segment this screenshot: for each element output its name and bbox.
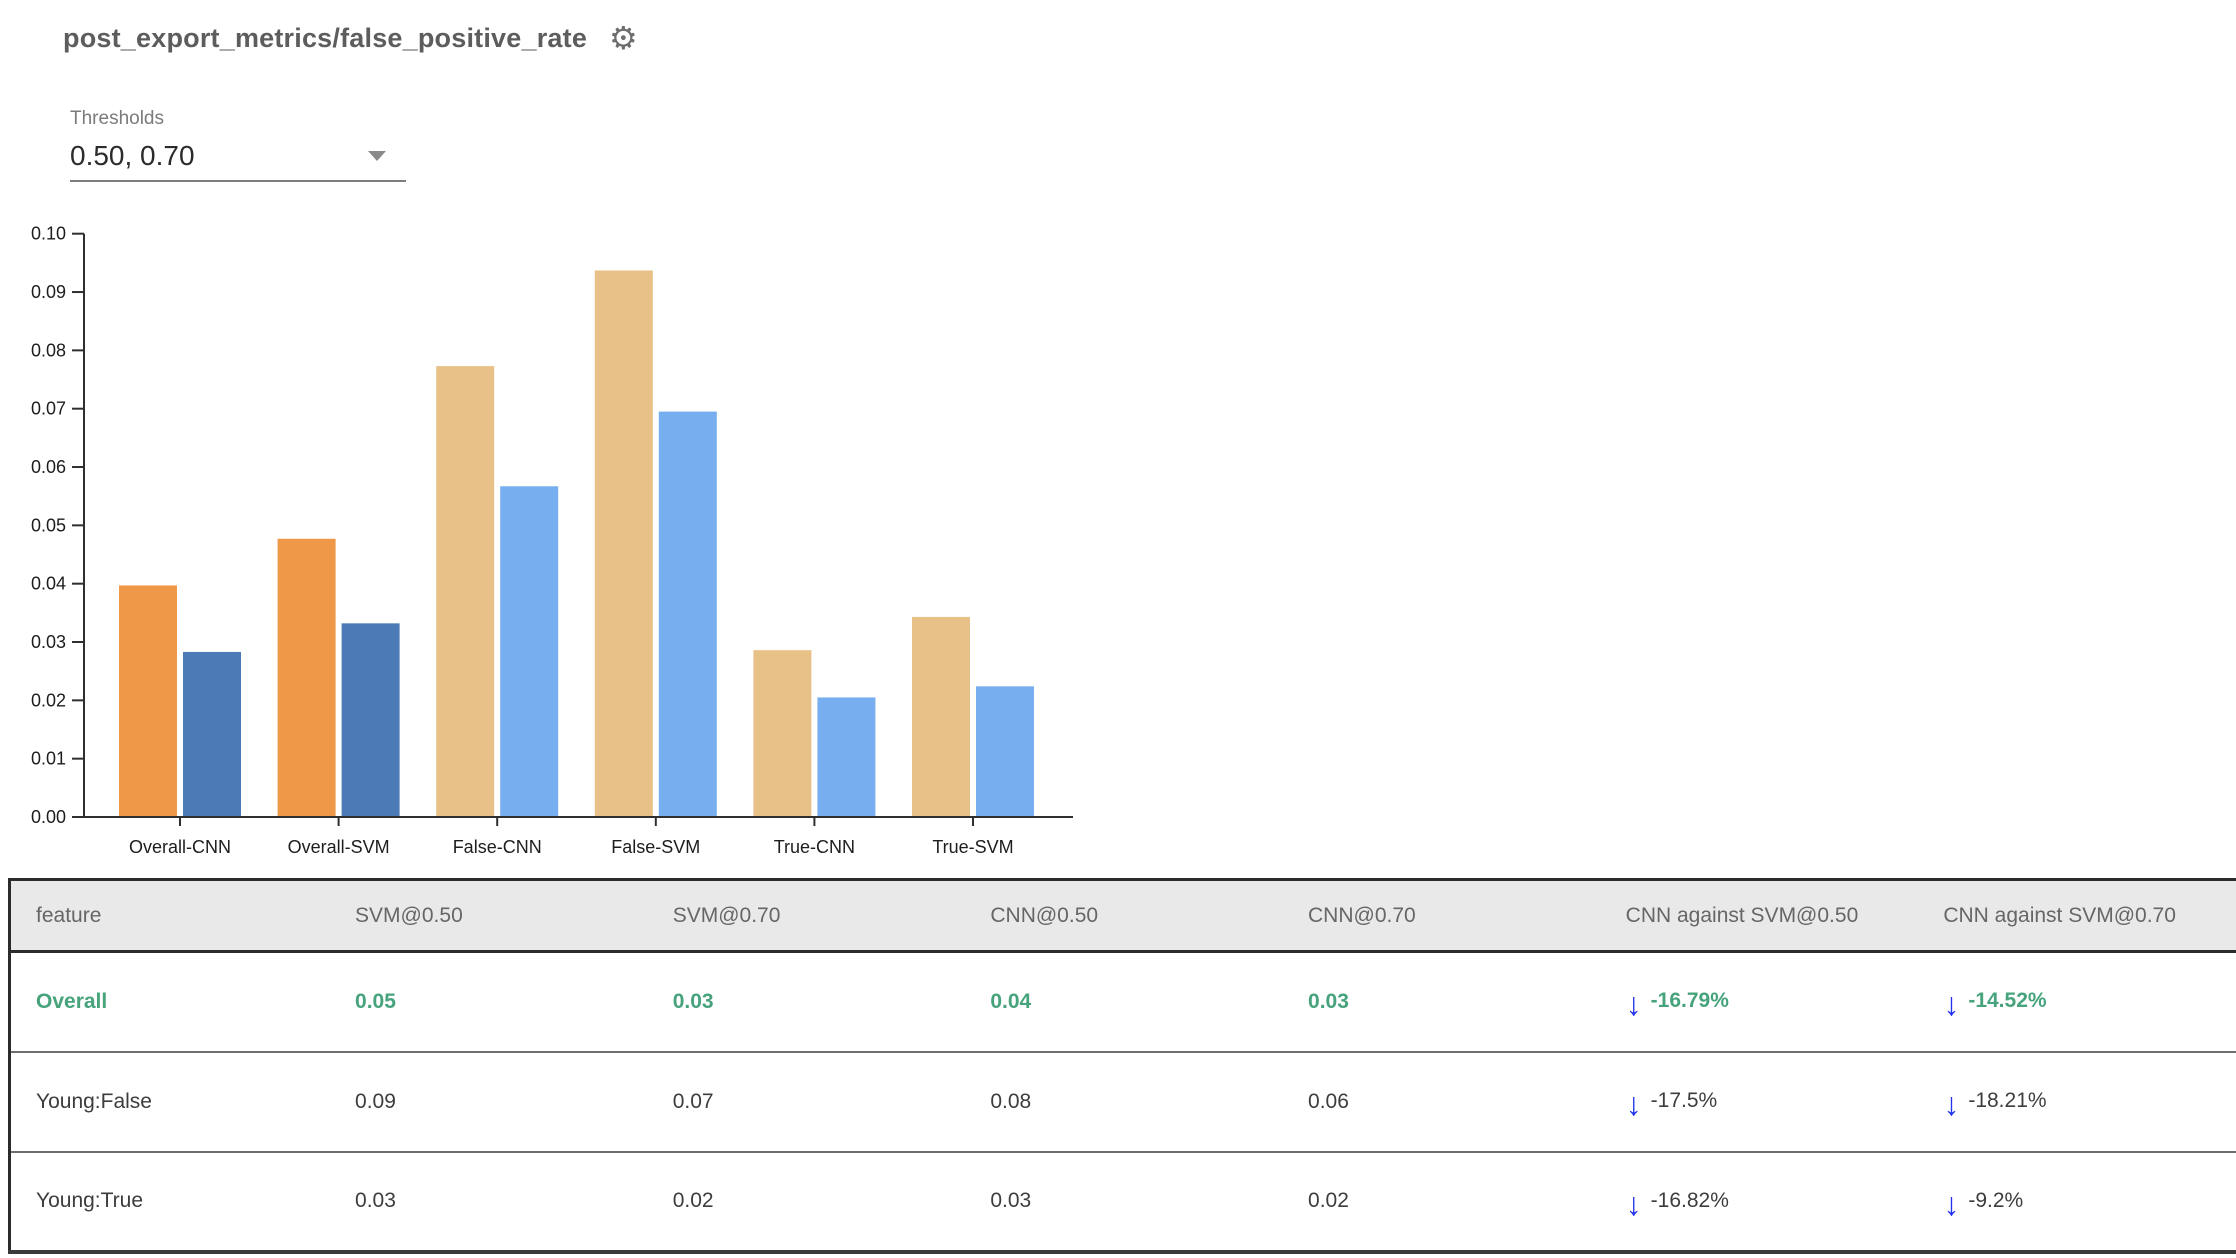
column-header-cnn-0-70: CNN@0.70 — [1283, 879, 1601, 953]
column-header-feature: feature — [9, 879, 331, 953]
y-tick-label: 0.05 — [31, 515, 66, 535]
value-cell-svm-0-70: 0.02 — [672, 1189, 714, 1212]
comparison-cell-cnn-against-svm-0-50: ↓ -16.82% — [1601, 1152, 1919, 1252]
y-tick-label: 0.06 — [31, 457, 66, 477]
value-cell-svm-0-50: 0.03 — [355, 1189, 396, 1212]
feature-cell: Overall — [36, 989, 108, 1013]
table-row-young-true: Young:True 0.03 0.02 0.03 0.02 ↓ -16.82% ↓ -9.2% — [9, 1151, 2236, 1252]
column-header-cnn-0-50: CNN@0.50 — [965, 879, 1284, 953]
bar-True-CNN-threshold0.50[interactable] — [753, 650, 812, 817]
value-cell-cnn-0-70: 0.06 — [1308, 1089, 1349, 1113]
metrics-table-container: feature SVM@0.50 SVM@0.70 CNN@0.50 CNN@0.70 C… — [8, 878, 2236, 1254]
bar-True-CNN-threshold0.70[interactable] — [817, 697, 876, 817]
comparison-percentage: -18.21% — [1968, 1089, 2047, 1112]
y-tick-label: 0.07 — [31, 399, 66, 419]
y-tick-label: 0.09 — [31, 282, 66, 302]
y-tick-label: 0.01 — [31, 749, 66, 769]
feature-cell: Young:True — [36, 1189, 144, 1212]
comparison-cell-cnn-against-svm-0-70: ↓ -18.21% — [1918, 1052, 2236, 1152]
value-cell-svm-0-70: 0.07 — [672, 1089, 714, 1113]
thresholds-value: 0.50, 0.70 — [70, 140, 195, 171]
y-tick-label: 0.02 — [31, 690, 66, 710]
arrow-down-icon: ↓ — [1943, 1185, 1960, 1222]
table-header-row: feature SVM@0.50 SVM@0.70 CNN@0.50 CNN@0.70 C… — [9, 879, 2236, 953]
y-tick-label: 0.00 — [31, 807, 66, 827]
x-category-label: True-CNN — [774, 837, 855, 857]
bar-False-SVM-threshold0.70[interactable] — [658, 411, 717, 817]
x-category-label: True-SVM — [932, 837, 1013, 857]
value-cell-cnn-0-50: 0.08 — [990, 1089, 1032, 1113]
bar-True-SVM-threshold0.70[interactable] — [976, 686, 1034, 817]
comparison-percentage: -9.2% — [1968, 1188, 2024, 1212]
metric-header: post_export_metrics/false_positive_rate … — [63, 22, 638, 54]
arrow-down-icon: ↓ — [1625, 1185, 1642, 1222]
x-category-label: False-CNN — [453, 837, 542, 857]
value-cell-svm-0-50: 0.09 — [355, 1089, 396, 1113]
table-row-young-false: Young:False 0.09 0.07 0.08 0.06 ↓ -17.5% ↓ -18.2… — [9, 1051, 2236, 1152]
comparison-percentage: -16.82% — [1650, 1188, 1729, 1212]
value-cell-cnn-0-70: 0.03 — [1308, 989, 1349, 1013]
chevron-down-icon — [368, 151, 386, 161]
value-cell-svm-0-50: 0.05 — [355, 989, 396, 1013]
bar-False-CNN-threshold0.70[interactable] — [500, 486, 559, 817]
thresholds-label: Thresholds — [70, 108, 164, 129]
comparison-percentage: -17.5% — [1650, 1089, 1718, 1112]
column-header-svm-0-50: SVM@0.50 — [330, 879, 648, 953]
value-cell-svm-0-70: 0.03 — [672, 989, 714, 1013]
page-title: post_export_metrics/false_positive_rate — [63, 22, 588, 53]
y-tick-label: 0.03 — [31, 632, 66, 652]
arrow-down-icon: ↓ — [1625, 986, 1642, 1023]
y-tick-label: 0.10 — [31, 224, 66, 244]
comparison-cell-cnn-against-svm-0-50: ↓ -17.5% — [1601, 1052, 1919, 1152]
arrow-down-icon: ↓ — [1943, 1086, 1960, 1122]
bar-Overall-CNN-threshold0.70[interactable] — [183, 651, 241, 817]
comparison-percentage: -14.52% — [1968, 989, 2047, 1013]
false-positive-rate-bar-chart: 0.00 0.01 0.02 0.03 0.04 0.05 0.06 0.07 0.08 0.09… — [31, 224, 1073, 857]
column-header-cnn-against-svm-0-50: CNN against SVM@0.50 — [1600, 879, 1919, 953]
table-row-overall: Overall 0.05 0.03 0.04 0.03 ↓ -16.79% ↓ -14.52% — [9, 951, 2236, 1052]
comparison-cell-cnn-against-svm-0-50: ↓ -16.79% — [1601, 952, 1919, 1052]
column-header-cnn-against-svm-0-70: CNN against SVM@0.70 — [1918, 879, 2236, 953]
settings-gear-icon[interactable]: ⚙ — [609, 20, 638, 56]
bar-False-SVM-threshold0.50[interactable] — [594, 270, 653, 818]
y-tick-label: 0.04 — [31, 574, 66, 594]
comparison-cell-cnn-against-svm-0-70: ↓ -9.2% — [1918, 1152, 2236, 1252]
bar-False-CNN-threshold0.50[interactable] — [436, 366, 495, 817]
metrics-table: feature SVM@0.50 SVM@0.70 CNN@0.50 CNN@0.70 C… — [8, 878, 2236, 1254]
x-category-label: Overall-CNN — [129, 837, 231, 857]
bar-Overall-SVM-threshold0.70[interactable] — [341, 623, 400, 817]
value-cell-cnn-0-50: 0.04 — [990, 989, 1032, 1013]
bar-Overall-SVM-threshold0.50[interactable] — [277, 538, 336, 817]
value-cell-cnn-0-50: 0.03 — [990, 1189, 1032, 1212]
column-header-svm-0-70: SVM@0.70 — [647, 879, 966, 953]
bar-Overall-CNN-threshold0.50[interactable] — [119, 585, 177, 817]
value-cell-cnn-0-70: 0.02 — [1308, 1189, 1349, 1212]
arrow-down-icon: ↓ — [1943, 986, 1960, 1023]
arrow-down-icon: ↓ — [1625, 1086, 1642, 1122]
x-category-label: False-SVM — [611, 837, 700, 857]
comparison-cell-cnn-against-svm-0-70: ↓ -14.52% — [1918, 952, 2236, 1052]
y-tick-label: 0.08 — [31, 340, 66, 360]
x-category-label: Overall-SVM — [288, 837, 390, 857]
bar-True-SVM-threshold0.50[interactable] — [912, 616, 970, 817]
thresholds-dropdown[interactable]: Thresholds 0.50, 0.70 — [70, 108, 406, 182]
feature-cell: Young:False — [36, 1089, 152, 1113]
comparison-percentage: -16.79% — [1650, 989, 1729, 1013]
